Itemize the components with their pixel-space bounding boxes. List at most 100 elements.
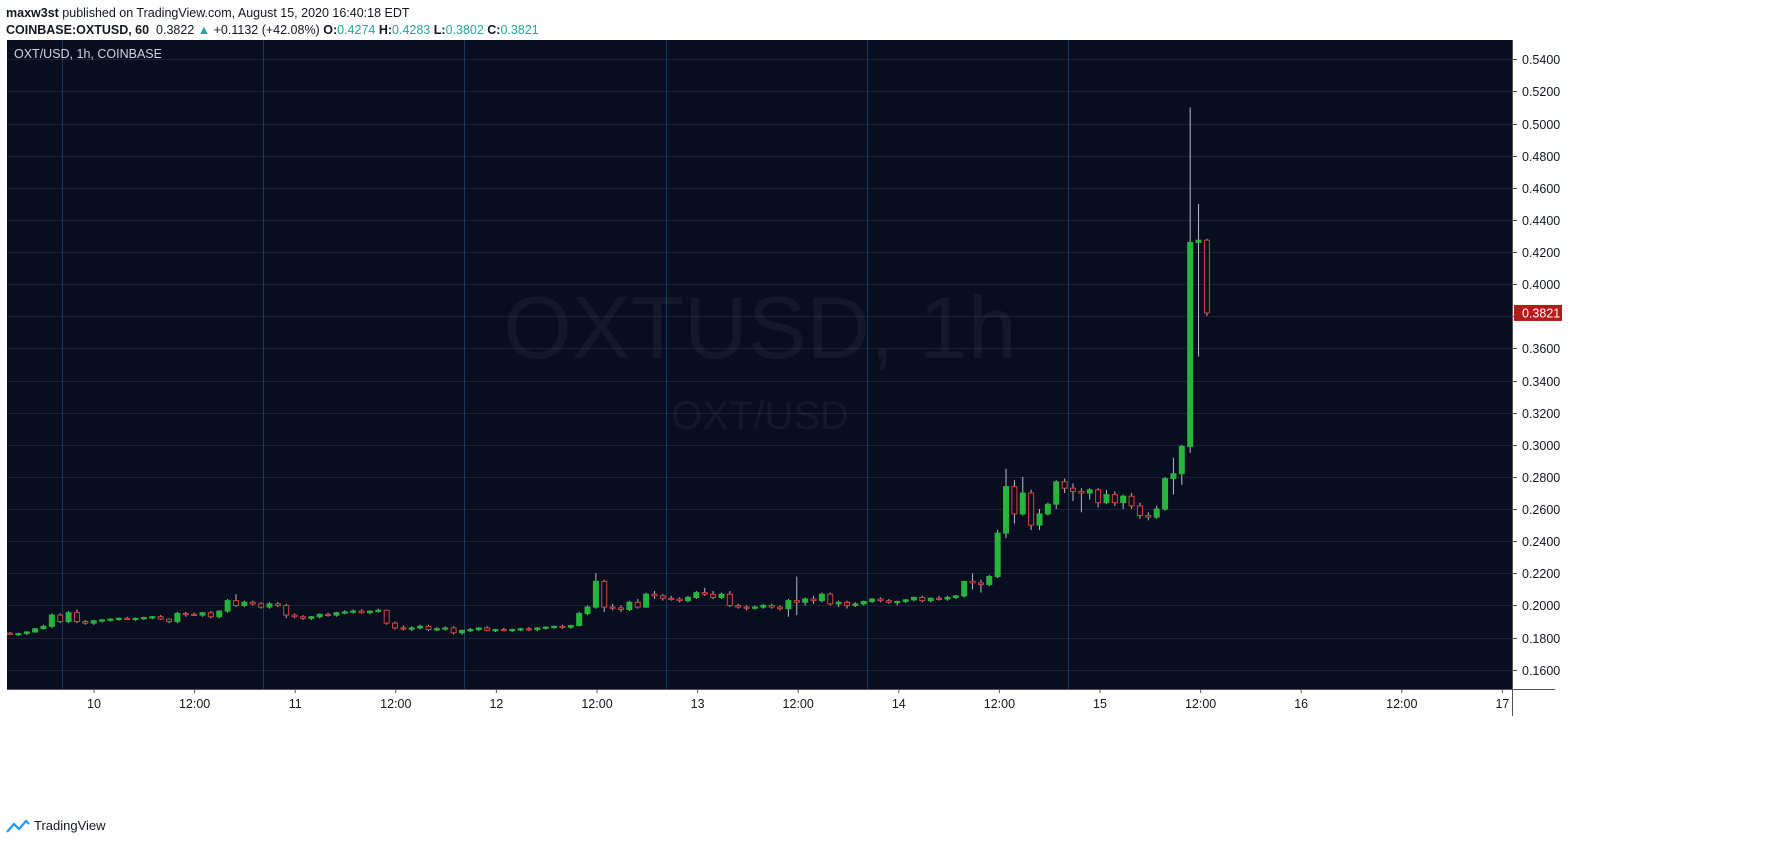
candle-body-up: [1053, 481, 1060, 505]
candle: [358, 609, 365, 614]
candle-body-up: [567, 625, 574, 628]
candle: [609, 603, 616, 611]
candle-body-up: [40, 625, 47, 630]
time-tick-label: 12:00: [581, 697, 612, 711]
price-tick-label: 0.4800: [1522, 150, 1560, 164]
price-tick-label: 0.4000: [1522, 278, 1560, 292]
candle: [32, 627, 39, 633]
publisher-name[interactable]: maxw3st: [6, 6, 59, 20]
candle-body-down: [726, 593, 733, 606]
candle: [785, 599, 792, 617]
candle-body-down: [283, 604, 290, 616]
tradingview-logo-icon[interactable]: [6, 818, 30, 833]
candle-body-up: [140, 617, 147, 620]
price-tick-label: 0.2800: [1522, 471, 1560, 485]
candle-body-down: [777, 606, 784, 610]
candle: [718, 592, 725, 600]
last-price-tag: 0.3821: [1514, 304, 1562, 321]
candle: [551, 625, 558, 629]
candle-body-down: [525, 628, 532, 631]
time-tick-label: 12:00: [380, 697, 411, 711]
candle: [450, 626, 457, 635]
candle: [1053, 480, 1060, 510]
time-axis[interactable]: 10 12:00 11 12:00 12 12:00 13 12:00 14 12:00 15 12:…: [7, 689, 1555, 711]
candle-body-up: [107, 618, 114, 621]
candle-body-up: [1044, 503, 1051, 515]
candle-body-down: [1028, 492, 1035, 526]
candle: [952, 595, 959, 600]
candle-body-down: [1203, 239, 1210, 314]
candle: [643, 592, 650, 608]
candle-body-down: [392, 622, 399, 629]
candle-body-up: [802, 598, 809, 603]
candle: [207, 611, 214, 619]
price-tick-label: 0.5200: [1522, 85, 1560, 99]
candle: [383, 609, 390, 625]
candle-body-up: [910, 596, 917, 601]
candle-body-down: [710, 593, 717, 598]
candle: [735, 603, 742, 609]
candle-body-down: [793, 600, 800, 603]
candle-body-down: [358, 610, 365, 614]
candle-body-up: [1195, 239, 1202, 243]
price-change: +0.1132 (+42.08%): [213, 23, 320, 37]
candle: [1136, 502, 1143, 519]
candle: [668, 595, 675, 601]
candle: [743, 605, 750, 611]
price-tick-label: 0.4400: [1522, 214, 1560, 228]
candle: [601, 579, 608, 612]
candle: [618, 605, 625, 612]
candle-body-down: [618, 607, 625, 610]
candle: [1028, 489, 1035, 530]
brand-name[interactable]: TradingView: [34, 818, 106, 833]
candle-body-up: [684, 596, 691, 602]
candle: [48, 613, 55, 628]
candle: [651, 591, 658, 600]
footer: TradingView: [6, 818, 106, 833]
candle: [249, 600, 256, 606]
open-value: 0.4274: [337, 23, 376, 37]
candle: [274, 602, 281, 608]
candle-body-down: [844, 601, 850, 606]
candle: [325, 612, 332, 617]
plot-area[interactable]: [7, 40, 1512, 689]
candle: [1069, 483, 1076, 502]
candle-body-down: [207, 612, 214, 618]
candle: [961, 580, 968, 598]
candle-body-down: [450, 627, 457, 634]
candle: [7, 631, 13, 635]
candle: [291, 613, 298, 619]
price-tick-label: 0.3400: [1522, 375, 1560, 389]
candle-body-up: [458, 629, 465, 634]
publish-info: maxw3st published on TradingView.com, Au…: [6, 4, 410, 22]
candle: [894, 600, 901, 606]
price-axis[interactable]: 0.5400 0.5200 0.5000 0.4800 0.4600 0.4400 0.42…: [1512, 40, 1560, 716]
candle: [124, 616, 131, 621]
candle-body-down: [919, 596, 926, 602]
candle: [333, 611, 340, 617]
candle: [726, 591, 733, 608]
candle-body-up: [1170, 473, 1177, 480]
candlestick-chart[interactable]: OXTUSD, 1h OXT/USD OXT/USD, 1h, COINBASE…: [0, 40, 1768, 808]
candle-body-up: [894, 600, 901, 604]
candle-body-up: [1019, 492, 1026, 515]
candle-body-up: [149, 616, 156, 619]
change-arrow-icon: ▲: [197, 23, 211, 37]
candle-body-down: [735, 604, 742, 608]
candle: [684, 595, 691, 603]
low-value: 0.3802: [445, 23, 484, 37]
candle-body-down: [668, 597, 675, 600]
candle-body-down: [609, 606, 616, 609]
candle: [408, 626, 415, 632]
candle: [266, 602, 273, 609]
candle-body-down: [7, 632, 13, 635]
candle-body-up: [375, 609, 382, 612]
candle: [65, 611, 72, 624]
candle: [425, 624, 432, 632]
symbol-label: COINBASE:OXTUSD, 60: [6, 23, 150, 37]
candle-body-down: [877, 598, 884, 602]
candle: [1120, 494, 1127, 510]
time-tick-label: 15: [1093, 697, 1107, 711]
candle: [793, 576, 800, 616]
candle: [442, 626, 449, 631]
